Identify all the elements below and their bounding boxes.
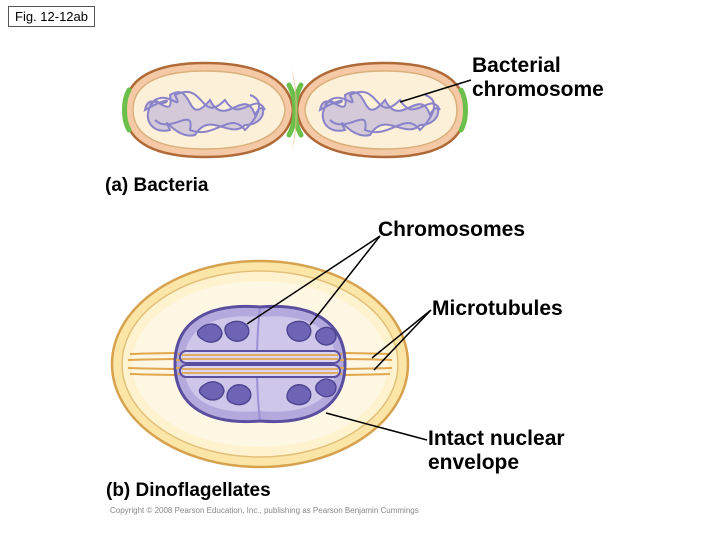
caption-b: (b) Dinoflagellates xyxy=(106,480,271,502)
leaders-panel-b xyxy=(0,0,720,540)
copyright-text: Copyright © 2008 Pearson Education, Inc.… xyxy=(110,506,419,515)
